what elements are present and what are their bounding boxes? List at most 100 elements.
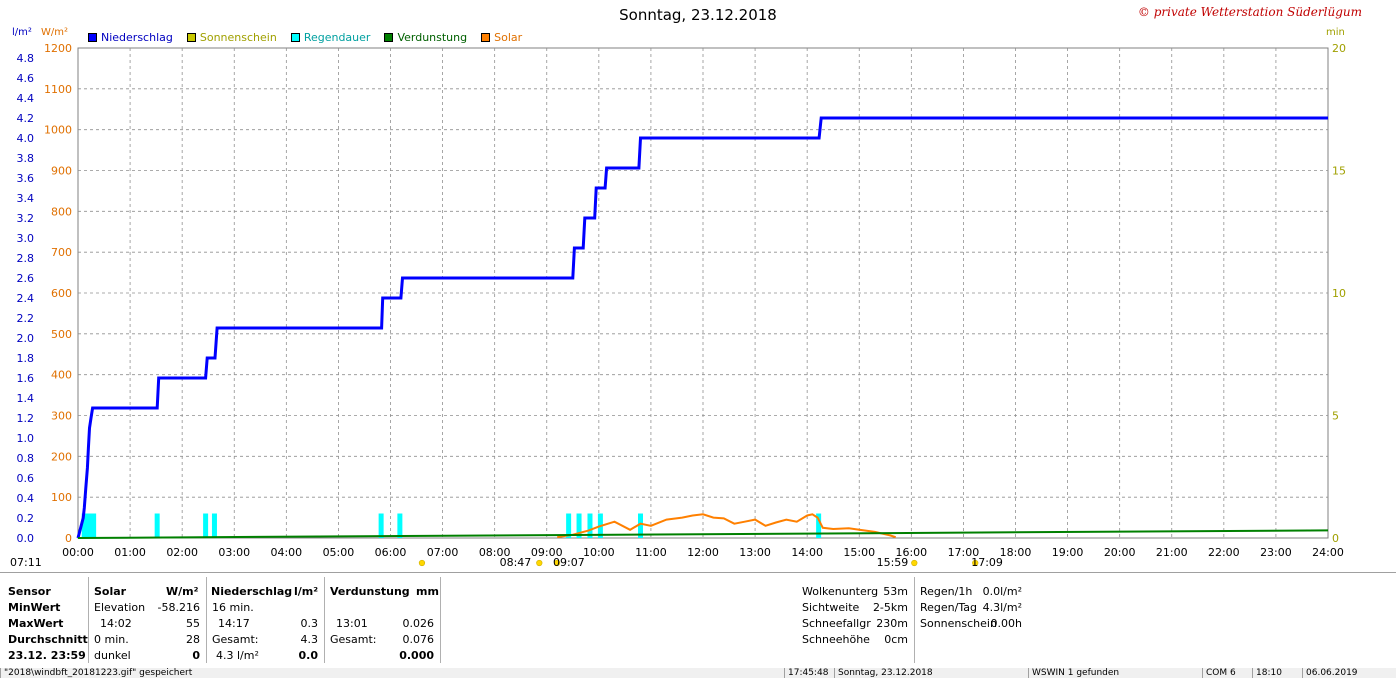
page-title: Sonntag, 23.12.2018 <box>619 6 777 24</box>
x-tick-label: 02:00 <box>166 546 198 559</box>
precip-tick-label: 3.2 <box>17 212 35 225</box>
minutes-unit-label: min <box>1326 27 1345 38</box>
evap-label-avg: Gesamt: <box>330 633 377 646</box>
precip-tick-label: 3.8 <box>17 152 35 165</box>
solar-label-max: 14:02 <box>100 617 132 630</box>
precip-tick-label: 4.6 <box>17 72 35 85</box>
x-tick-label: 20:00 <box>1104 546 1136 559</box>
info-label-visibility: Sichtweite <box>802 601 860 614</box>
solar-tick-label: 800 <box>51 205 72 218</box>
evap-value-now: 0.000 <box>399 649 434 662</box>
solar-tick-label: 1100 <box>44 83 72 96</box>
solar-label-avg: 0 min. <box>94 633 129 646</box>
precip-tick-label: 0.6 <box>17 472 35 485</box>
info-label-sunshine: Sonnenschein <box>920 617 997 630</box>
precip-tick-label: 2.0 <box>17 332 35 345</box>
precip-tick-label: 1.8 <box>17 352 35 365</box>
regendauer-bar <box>638 513 643 538</box>
legend-label: Verdunstung <box>397 31 468 44</box>
info-value-visibility: 2-5km <box>872 601 908 614</box>
x-tick-label: 13:00 <box>739 546 771 559</box>
evap-value-max: 0.026 <box>402 617 435 630</box>
status-date: Sonntag, 23.12.2018 <box>834 668 1028 678</box>
precip-tick-label: 1.0 <box>17 432 35 445</box>
solar-value-avg: 28 <box>186 633 200 646</box>
info-value-rainday: 4.3l/m² <box>982 601 1022 614</box>
sun-time-label: 09:07 <box>553 556 585 569</box>
info-value-snowline: 230m <box>876 617 908 630</box>
precip-tick-label: 2.4 <box>17 292 35 305</box>
legend-label: Regendauer <box>303 31 371 44</box>
column-divider <box>440 577 441 663</box>
sun-time-label: 15:59 <box>877 556 909 569</box>
x-tick-label: 18:00 <box>1000 546 1032 559</box>
sun-time-label: 07:11 <box>10 556 42 569</box>
status-device: WSWIN 1 gefunden <box>1028 668 1202 678</box>
status-today: 06.06.2019 <box>1302 668 1396 678</box>
solar-tick-label: 300 <box>51 410 72 423</box>
minutes-tick-label: 5 <box>1332 410 1339 423</box>
regendauer-bar <box>576 513 582 538</box>
precip-label-min: 16 min. <box>212 601 254 614</box>
x-tick-label: 24:00 <box>1312 546 1344 559</box>
x-tick-label: 09:00 <box>531 546 563 559</box>
solar-tick-label: 500 <box>51 328 72 341</box>
solar-unit: W/m² <box>166 585 199 598</box>
legend-item-sonnenschein: Sonnenschein <box>186 31 277 44</box>
info-label-snowline: Schneefallgr <box>802 617 871 630</box>
solar-value-min: -58.216 <box>157 601 200 614</box>
regendauer-bar <box>397 513 403 538</box>
info-value-cloudbase: 53m <box>883 585 908 598</box>
precip-tick-label: 3.0 <box>17 232 35 245</box>
x-tick-label: 12:00 <box>687 546 719 559</box>
x-tick-label: 07:00 <box>427 546 459 559</box>
solar-tick-label: 1000 <box>44 124 72 137</box>
x-tick-label: 04:00 <box>270 546 302 559</box>
x-tick-label: 16:00 <box>895 546 927 559</box>
solar-tick-label: 400 <box>51 369 72 382</box>
regendauer-bar <box>587 513 593 538</box>
sun-marker <box>911 559 918 567</box>
precip-tick-label: 3.4 <box>17 192 35 205</box>
minutes-tick-label: 15 <box>1332 165 1346 178</box>
sun-time-label: 08:47 <box>500 556 532 569</box>
row-label-avg: Durchschnitt <box>8 633 88 646</box>
sun-marker <box>536 559 543 567</box>
info-label-rainday: Regen/Tag <box>920 601 977 614</box>
x-tick-label: 10:00 <box>583 546 615 559</box>
column-divider <box>914 577 915 663</box>
regendauer-bar <box>81 513 87 538</box>
info-label-cloudbase: Wolkenunterg <box>802 585 879 598</box>
legend-swatch <box>481 33 491 42</box>
x-tick-label: 15:00 <box>843 546 875 559</box>
regendauer-bar <box>203 513 209 538</box>
chart-legend: Niederschlag Sonnenschein Regendauer Ver… <box>88 31 536 44</box>
regendauer-bar <box>86 513 92 538</box>
solar-series-line <box>557 513 897 539</box>
legend-label: Solar <box>494 31 523 44</box>
info-label-snowdepth: Schneehöhe <box>802 633 870 646</box>
status-message: "2018\windbft_20181223.gif" gespeichert <box>0 668 784 678</box>
regendauer-bar <box>816 513 822 538</box>
column-divider <box>88 577 89 663</box>
precip-header: Niederschlag <box>211 585 293 598</box>
precip-tick-label: 3.6 <box>17 172 35 185</box>
weather-chart: 00:00 01:00 02:00 03:00 04:00 05:00 06:00 07:00… <box>10 42 1346 569</box>
precip-value-now: 0.0 <box>298 649 319 662</box>
regendauer-bar <box>84 513 90 538</box>
regendauer-bar <box>378 513 384 538</box>
solar-unit-label: W/m² <box>41 27 69 38</box>
solar-tick-label: 0 <box>65 532 72 545</box>
evap-unit: mm <box>416 585 439 598</box>
precip-tick-label: 4.4 <box>17 92 35 105</box>
legend-label: Niederschlag <box>101 31 173 44</box>
precip-label-avg: Gesamt: <box>212 633 259 646</box>
x-tick-label: 21:00 <box>1156 546 1188 559</box>
station-brand: © private Wetterstation Süderlügum <box>1137 5 1362 19</box>
solar-label-now: dunkel <box>94 649 131 662</box>
legend-label: Sonnenschein <box>199 31 277 44</box>
precip-tick-label: 0.4 <box>17 492 35 505</box>
precip-tick-label: 1.2 <box>17 412 35 425</box>
precip-tick-label: 0.8 <box>17 452 35 465</box>
solar-value-now: 0 <box>192 649 200 662</box>
